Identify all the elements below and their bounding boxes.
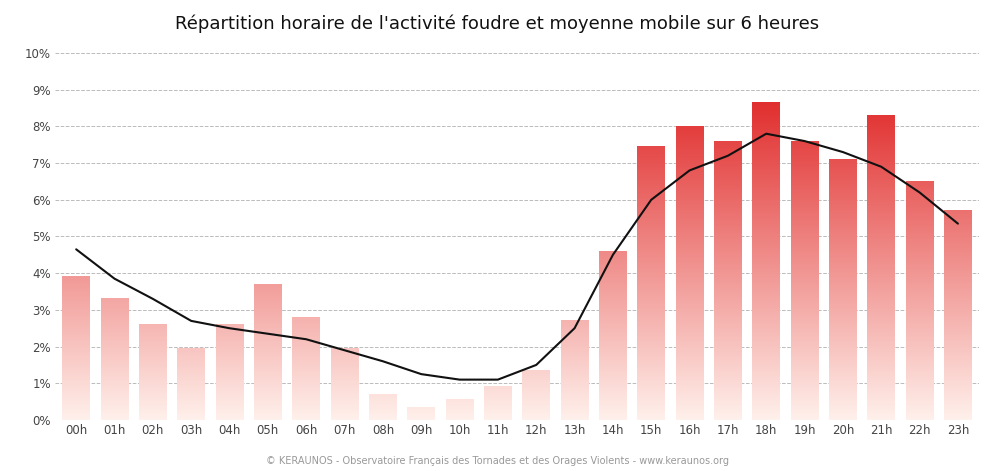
Text: Répartition horaire de l'activité foudre et moyenne mobile sur 6 heures: Répartition horaire de l'activité foudre… (175, 14, 819, 32)
Text: © KERAUNOS - Observatoire Français des Tornades et des Orages Violents - www.ker: © KERAUNOS - Observatoire Français des T… (265, 456, 729, 466)
